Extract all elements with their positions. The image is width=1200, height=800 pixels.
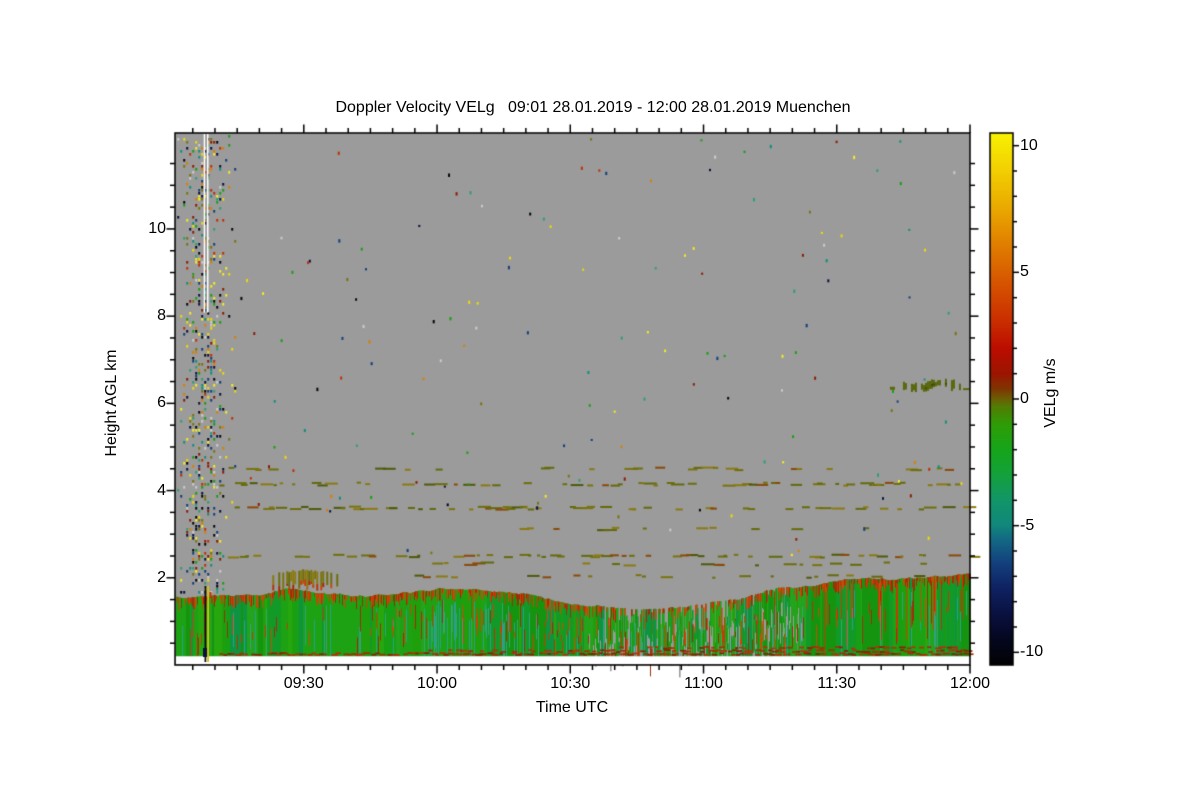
y-tick-label-4: 4 (157, 481, 166, 499)
x-axis-label: Time UTC (535, 699, 609, 716)
y-tick-label-6: 6 (157, 394, 166, 412)
colorbar-tick-label--10: -10 (1020, 643, 1044, 661)
x-tick-label-09-30: 09:30 (283, 675, 324, 692)
colorbar-tick-label--5: -5 (1020, 516, 1035, 534)
x-tick-label-12-00: 12:00 (949, 675, 991, 692)
x-tick-label-11-00: 11:00 (684, 675, 723, 692)
x-tick-label-10-00: 10:00 (417, 675, 458, 692)
colorbar-tick-label-5: 5 (1020, 263, 1029, 281)
y-tick-label-10: 10 (148, 219, 166, 237)
x-tick-label-11-30: 11:30 (817, 675, 857, 692)
colorbar-tick-label-10: 10 (1020, 136, 1038, 154)
x-tick-label-10-30: 10:30 (550, 675, 591, 692)
chart-title: Doppler Velocity VELg 09:01 28.01.2019 -… (335, 99, 851, 116)
colorbar-tick-label-0: 0 (1020, 390, 1029, 407)
y-tick-label-8: 8 (157, 307, 166, 325)
y-tick-label-2: 2 (157, 568, 166, 586)
